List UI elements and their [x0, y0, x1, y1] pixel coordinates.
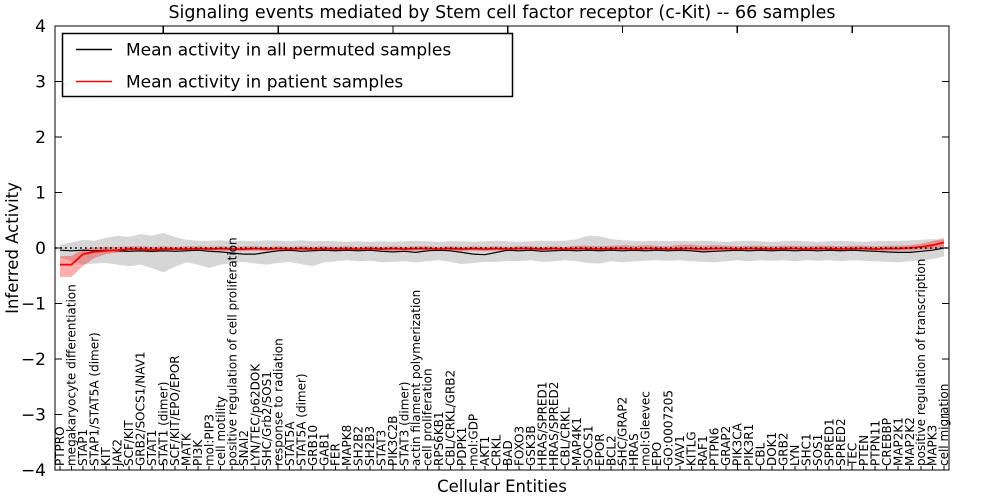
y-tick-label: −1	[21, 295, 46, 315]
x-tick-label: mol:Gleevec	[639, 391, 653, 466]
x-tick-label: PTPN11	[868, 420, 882, 466]
x-tick-label: CRKL	[489, 434, 503, 466]
x-tick-label: PIK3C2B	[386, 415, 400, 466]
x-tick-label: CBL	[754, 442, 768, 466]
x-tick-label: BAD	[501, 440, 515, 466]
x-tick-label: cell motility	[214, 396, 228, 466]
x-tick-label: SH2B3	[363, 426, 377, 466]
x-tick-label: MATK	[179, 432, 193, 466]
y-tick-label: 4	[35, 17, 46, 37]
x-tick-label: STAT5A	[283, 421, 297, 466]
y-tick-label: 3	[35, 73, 46, 93]
x-tick-label: STAT1 (dimer)	[157, 382, 171, 466]
x-tick-label: SCF/KIT/EPO/EPOR	[168, 355, 182, 466]
x-tick-label: positive regulation of cell proliferatio…	[225, 237, 239, 466]
x-tick-label: DOK1	[765, 432, 779, 466]
x-tick-label: GRB2/SOCS1/NAV1	[134, 351, 148, 466]
chart-title: Signaling events mediated by Stem cell f…	[168, 3, 835, 23]
x-tick-label: STAT1	[145, 430, 159, 466]
x-tick-label: GRB2	[776, 432, 790, 466]
x-tick-label: RPS6KB1	[432, 411, 446, 466]
x-tick-label: GAB1	[317, 433, 331, 466]
x-tick-label: CBL/CRKL	[558, 407, 572, 466]
x-tick-label: AKT1	[478, 436, 492, 466]
x-tick-label: SHC/GRAP2	[616, 397, 630, 466]
x-tick-label: STAP1/STAT5A (dimer)	[88, 332, 102, 466]
x-tick-label: cell migration	[937, 384, 951, 466]
x-tick-label: MAP2K2	[903, 417, 917, 466]
x-tick-label: SOCS1	[581, 425, 595, 466]
x-tick-label: FOXO3	[512, 426, 526, 466]
y-tick-label: −2	[21, 350, 46, 370]
legend-label-permuted: Mean activity in all permuted samples	[126, 41, 451, 61]
x-tick-label: GSK3B	[524, 425, 538, 466]
x-tick-label: MAP4K1	[570, 417, 584, 466]
x-tick-label: KIT	[99, 447, 113, 466]
x-tick-label: TEC	[845, 443, 859, 467]
x-tick-label: SHC/Grb2/SOS1	[260, 371, 274, 466]
x-axis-label: Cellular Entities	[437, 477, 567, 496]
x-tick-label: CREBBP	[880, 418, 894, 466]
y-axis-label: Inferred Activity	[3, 182, 22, 314]
x-tick-label: VAV1	[673, 435, 687, 466]
x-tick-label: STAP1	[76, 429, 90, 466]
x-tick-label: SH2B2	[352, 426, 366, 466]
x-tick-label: BCL2	[604, 435, 618, 466]
x-tick-label: PTPN6	[708, 428, 722, 466]
x-tick-label: GRAP2	[719, 426, 733, 466]
x-tick-label: PI3K	[191, 439, 205, 466]
y-tick-label: −4	[21, 461, 46, 481]
x-tick-label: SPRED1	[822, 418, 836, 466]
legend-label-patient: Mean activity in patient samples	[126, 73, 403, 93]
x-tick-label: RAF1	[696, 435, 710, 466]
x-tick-label: positive regulation of transcription	[914, 259, 928, 466]
x-tick-label: PIK3R1	[742, 424, 756, 466]
x-tick-label: STAT5A (dimer)	[294, 373, 308, 466]
x-tick-label: MAPK3	[926, 425, 940, 466]
x-tick-label: HRAS	[627, 433, 641, 466]
y-tick-label: 1	[35, 184, 46, 204]
x-tick-label: LYN	[788, 445, 802, 466]
x-tick-label: MAPK8	[340, 425, 354, 466]
x-tick-label: EPO	[650, 442, 664, 466]
x-tick-label: mol:GDP	[466, 414, 480, 466]
x-tick-label: MAP2K1	[891, 417, 905, 466]
x-tick-label: GO:0007205	[662, 390, 676, 466]
x-tick-label: SHC1	[799, 433, 813, 466]
x-tick-label: mol:PIP3	[202, 414, 216, 466]
x-tick-label: megakaryocyte differentiation	[65, 284, 79, 466]
y-tick-label: −3	[21, 406, 46, 426]
legend: Mean activity in all permuted samples Me…	[61, 32, 514, 98]
x-tick-label: actin filament polymerization	[409, 290, 423, 466]
x-tick-label: SCF/KIT	[122, 420, 136, 466]
x-tick-label: PTPRO	[53, 426, 67, 466]
x-tick-label: KITLG	[685, 431, 699, 466]
x-tick-label: EPOR	[593, 433, 607, 466]
y-tick-label: 0	[35, 239, 46, 259]
x-tick-label: SPRED2	[834, 418, 848, 466]
x-tick-label: SOS1	[811, 434, 825, 466]
x-tick-label: PTEN	[857, 435, 871, 466]
legend-box	[61, 32, 514, 98]
x-tick-label: JAK2	[111, 439, 125, 467]
x-tick-label: LYN/TEC/p62DOK	[248, 363, 262, 466]
x-tick-label: HRAS/SPRED2	[547, 382, 561, 466]
x-tick-label: cell proliferation	[421, 368, 435, 466]
x-tick-label: FER	[329, 443, 343, 466]
x-tick-label: STAT3	[375, 430, 389, 466]
x-tick-label: SNAI2	[237, 430, 251, 466]
x-tick-label: CBL/CRKL/GRB2	[444, 370, 458, 466]
x-tick-label: STAT3 (dimer)	[398, 382, 412, 466]
permuted-mean-line	[59, 247, 945, 256]
x-tick-label: response to radiation	[271, 338, 285, 466]
x-tick-label: PIK3CA	[731, 422, 745, 466]
x-tick-label: HRAS/SPRED1	[535, 382, 549, 466]
y-tick-label: 2	[35, 128, 46, 148]
x-tick-label: GRB10	[306, 425, 320, 466]
permuted-range-band	[60, 233, 944, 273]
x-tick-label: PDPK1	[455, 427, 469, 466]
